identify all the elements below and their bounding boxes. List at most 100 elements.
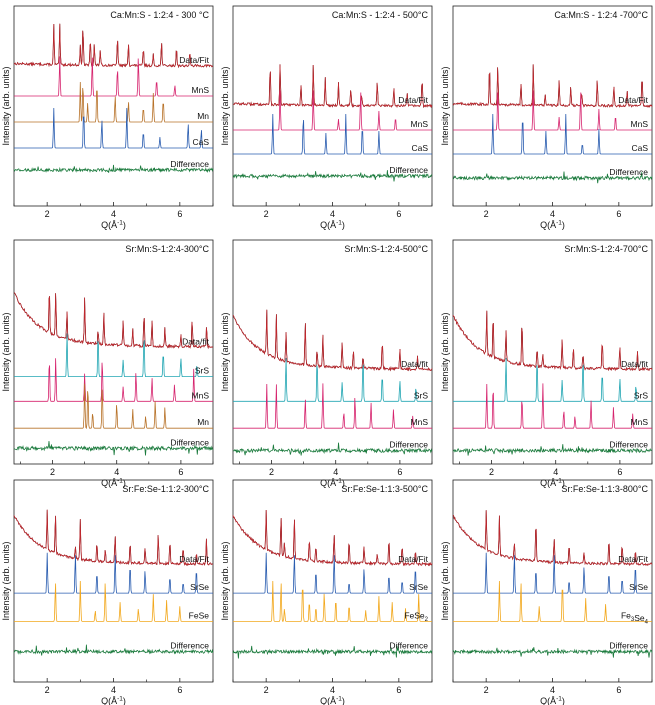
series-label-Data/Fit: Data/Fit xyxy=(618,95,648,105)
y-axis-label: Intensity (arb. units) xyxy=(1,312,11,391)
x-tick-label: 2 xyxy=(484,209,489,219)
series-trace-Mn xyxy=(14,81,213,123)
y-axis-label: Intensity (arb. units) xyxy=(1,541,11,620)
series-trace-MnS xyxy=(14,56,213,97)
x-tick-label: 2 xyxy=(45,209,50,219)
x-tick-label: 4 xyxy=(550,209,555,219)
panel-8: Data/Fit SrSe FeSe2 Difference Sr:Fe:Se-1:1:… xyxy=(220,479,433,705)
panel-title: Ca:Mn:S - 1:2:4 - 500°C xyxy=(332,10,429,20)
y-axis-label: Intensity (arb. units) xyxy=(220,541,230,620)
series-trace-SrSe xyxy=(453,552,652,594)
plot-frame xyxy=(232,239,433,465)
x-axis-label: Q(Å-1) xyxy=(320,220,345,231)
series-trace-Difference xyxy=(232,645,433,659)
series-trace-SrS xyxy=(14,333,213,378)
series-trace-CaS xyxy=(453,113,652,155)
x-axis-label: Q(Å-1) xyxy=(320,478,345,489)
x-tick-label: 2 xyxy=(489,467,494,477)
panel-title: Sr:Fe:Se-1:1:3-800°C xyxy=(561,484,648,494)
series-trace-Data/fit xyxy=(13,292,214,350)
series-trace-MnS xyxy=(453,90,652,131)
series-trace-Difference xyxy=(232,170,433,182)
panel-4: Data/fit SrS MnS Mn Difference Sr:Mn:S-1:2:4-… xyxy=(1,239,214,489)
series-trace-Data/fit xyxy=(232,309,433,372)
x-tick-label: 4 xyxy=(550,685,555,695)
series-label-Data/fit: Data/fit xyxy=(621,359,649,369)
series-label-Data/Fit: Data/Fit xyxy=(179,55,209,65)
y-axis-label: Intensity (arb. units) xyxy=(440,66,450,145)
panel-5: Data/fit SrS MnS Difference Sr:Mn:S-1:2:4-50… xyxy=(220,239,433,489)
panel-9: Data/Fit SrSe Fe3Se4 Difference Sr:Fe:Se-1:1… xyxy=(440,479,653,705)
x-tick-label: 2 xyxy=(264,209,269,219)
y-axis-label: Intensity (arb. units) xyxy=(220,312,230,391)
x-tick-label: 6 xyxy=(616,685,621,695)
series-trace-Difference xyxy=(452,171,653,184)
series-label-Difference: Difference xyxy=(609,641,648,651)
x-tick-label: 4 xyxy=(333,467,338,477)
series-trace-MnS xyxy=(233,383,432,429)
series-label-Difference: Difference xyxy=(170,437,209,447)
series-trace-CaS xyxy=(233,113,432,155)
x-axis-label: Q(Å-1) xyxy=(540,220,565,231)
series-label-CaS: CaS xyxy=(192,137,209,147)
series-trace-Data/Fit xyxy=(13,509,213,567)
y-axis-label: Intensity (arb. units) xyxy=(1,66,11,145)
x-tick-label: 6 xyxy=(616,209,621,219)
panel-title: Sr:Mn:S-1:2:4-700°C xyxy=(564,244,648,254)
panel-title: Sr:Fe:Se-1:1:2-300°C xyxy=(122,484,209,494)
series-trace-Data/Fit xyxy=(232,64,433,109)
x-tick-label: 6 xyxy=(617,467,622,477)
x-axis-label: Q(Å-1) xyxy=(101,696,126,705)
series-label-Mn: Mn xyxy=(197,111,209,121)
x-tick-label: 4 xyxy=(553,467,558,477)
series-trace-Difference xyxy=(452,444,653,456)
series-label-FeSe2: FeSe2 xyxy=(404,610,428,623)
series-label-CaS: CaS xyxy=(631,143,648,153)
panel-6: Data/fit SrS MnS Difference Sr:Mn:S-1:2:4-70… xyxy=(440,239,653,489)
x-tick-label: 2 xyxy=(45,685,50,695)
y-axis-label: Intensity (arb. units) xyxy=(440,312,450,391)
series-label-MnS: MnS xyxy=(192,85,210,95)
x-tick-label: 4 xyxy=(330,209,335,219)
series-label-Difference: Difference xyxy=(170,159,209,169)
x-tick-label: 2 xyxy=(269,467,274,477)
x-axis-label: Q(Å-1) xyxy=(540,478,565,489)
series-label-Data/Fit: Data/Fit xyxy=(398,554,428,564)
x-tick-label: 4 xyxy=(330,685,335,695)
series-trace-MnS xyxy=(453,383,652,429)
series-trace-Difference xyxy=(13,644,214,656)
panel-title: Sr:Mn:S-1:2:4-500°C xyxy=(344,244,428,254)
series-trace-Data/fit xyxy=(452,310,653,372)
series-label-Fe3Se4: Fe3Se4 xyxy=(621,610,649,625)
x-axis-label: Q(Å-1) xyxy=(540,696,565,705)
panel-3: Data/Fit MnS CaS Difference Ca:Mn:S - 1:2:4 … xyxy=(440,5,653,231)
x-tick-label: 6 xyxy=(177,209,182,219)
series-label-Data/Fit: Data/Fit xyxy=(618,554,648,564)
series-trace-Data/Fit xyxy=(452,64,653,108)
x-tick-label: 6 xyxy=(396,209,401,219)
series-label-Difference: Difference xyxy=(389,641,428,651)
x-axis-label: Q(Å-1) xyxy=(101,478,126,489)
series-label-MnS: MnS xyxy=(631,417,649,427)
x-tick-label: 6 xyxy=(178,467,183,477)
series-label-Data/Fit: Data/Fit xyxy=(179,554,209,564)
panel-title: Sr:Fe:Se-1:1:3-500°C xyxy=(341,484,428,494)
series-label-Difference: Difference xyxy=(170,641,209,651)
series-label-Difference: Difference xyxy=(389,440,428,450)
panel-title: Ca:Mn:S - 1:2:4 - 300 °C xyxy=(110,10,209,20)
series-trace-CaS xyxy=(14,107,213,149)
panel-title: Sr:Mn:S-1:2:4-300°C xyxy=(125,244,209,254)
series-trace-Data/Fit xyxy=(232,509,433,567)
series-trace-MnS xyxy=(14,358,213,402)
series-trace-Difference xyxy=(232,442,433,456)
series-label-CaS: CaS xyxy=(411,143,428,153)
plot-frame xyxy=(452,239,653,465)
x-axis-label: Q(Å-1) xyxy=(101,220,126,231)
panel-7: Data/Fit SrSe FeSe Difference Sr:Fe:Se-1:1:2… xyxy=(1,479,214,705)
x-tick-label: 4 xyxy=(111,209,116,219)
series-label-Data/Fit: Data/Fit xyxy=(398,95,428,105)
series-label-Difference: Difference xyxy=(609,167,648,177)
y-axis-label: Intensity (arb. units) xyxy=(440,541,450,620)
series-label-MnS: MnS xyxy=(411,119,429,129)
